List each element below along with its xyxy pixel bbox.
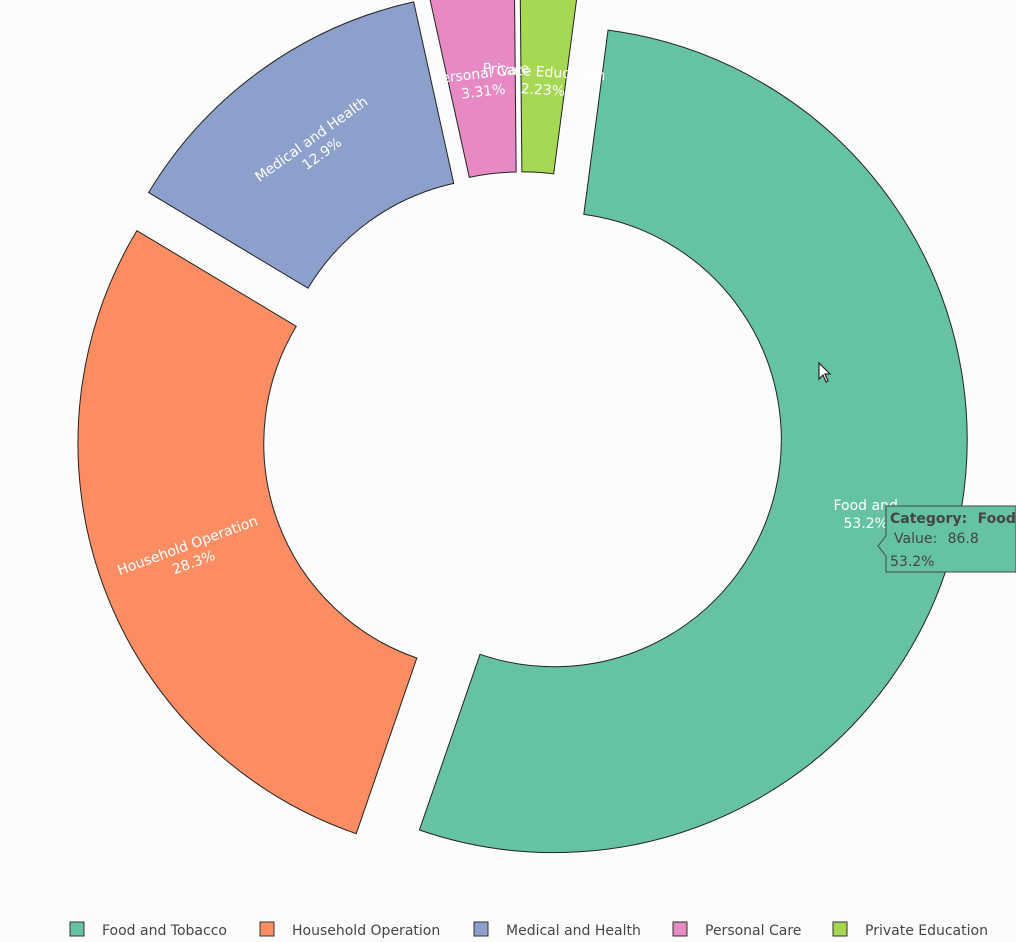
- legend-swatch: [259, 921, 275, 937]
- legend-swatch: [473, 921, 489, 937]
- hover-tooltip: Category: Food Value: 86.8 53.2%: [877, 505, 1016, 573]
- slice-medical-and-health[interactable]: [147, 1, 455, 289]
- legend-swatch: [672, 921, 688, 937]
- slice-household-operation[interactable]: [77, 229, 418, 835]
- legend-label: Medical and Health: [506, 923, 641, 939]
- tooltip-category-key: Category:: [890, 511, 967, 527]
- mouse-pointer-icon: [818, 362, 832, 383]
- legend-label: Household Operation: [292, 923, 440, 939]
- slice-label-private-education: Private Education2.23%: [481, 61, 606, 102]
- legend-label: Personal Care: [705, 923, 801, 939]
- legend-item-household-operation[interactable]: Household Operation: [259, 921, 440, 939]
- tooltip-percent: 53.2%: [890, 554, 934, 570]
- slice-personal-care[interactable]: [429, 0, 517, 178]
- svg-text:Category: Food: Category: Food: [890, 511, 1016, 527]
- slice-private-education[interactable]: [519, 0, 578, 175]
- legend-item-food-and-tobacco[interactable]: Food and Tobacco: [69, 921, 227, 939]
- svg-text:Value: 86.8: Value: 86.8: [894, 531, 979, 547]
- legend-swatch: [69, 921, 85, 937]
- slice-food-and-tobacco[interactable]: [418, 29, 968, 854]
- legend-swatch: [832, 921, 848, 937]
- legend-item-private-education[interactable]: Private Education: [832, 921, 988, 939]
- tooltip-category-value: Food: [978, 511, 1016, 527]
- tooltip-value-key: Value:: [894, 531, 937, 547]
- tooltip-value-value: 86.8: [948, 531, 979, 547]
- legend-item-medical-and-health[interactable]: Medical and Health: [473, 921, 641, 939]
- legend-item-personal-care[interactable]: Personal Care: [672, 921, 801, 939]
- slice-label-food-and-tobacco: Food and 53.2%: [833, 498, 897, 532]
- slices-group: [77, 0, 968, 854]
- legend-label: Food and Tobacco: [102, 923, 227, 939]
- legend-label: Private Education: [865, 923, 988, 939]
- legend: Food and Tobacco Household Operation Medic…: [69, 921, 988, 939]
